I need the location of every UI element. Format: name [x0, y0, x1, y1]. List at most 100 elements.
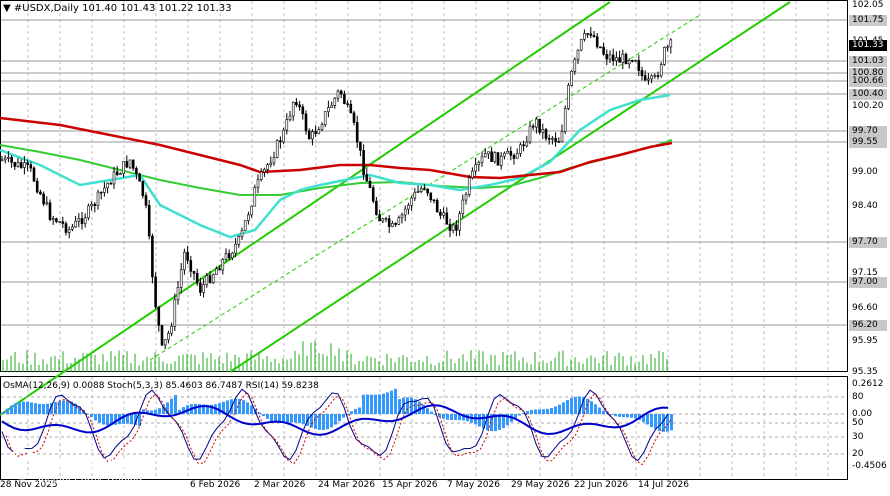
candle-body — [234, 243, 237, 254]
osma-bar — [446, 414, 449, 420]
candle-body — [563, 108, 567, 132]
candle-body — [403, 208, 407, 216]
osma-bar — [450, 414, 453, 421]
price-label: 99.70 — [849, 126, 887, 137]
candle-body — [311, 131, 314, 140]
price-label: 100.20 — [852, 101, 884, 111]
osma-bar — [350, 411, 353, 414]
channel-line-middle[interactable] — [149, 14, 701, 361]
ma-red-line — [0, 116, 673, 180]
osma-bar — [266, 414, 269, 419]
candle-body — [224, 253, 228, 260]
osma-bar — [202, 404, 205, 414]
candle-body — [55, 218, 58, 222]
osma-bar — [602, 410, 605, 414]
instaforex-logo: instaforex Instant Forex Trading — [4, 452, 142, 487]
candle-body — [301, 106, 305, 115]
candle-body — [573, 58, 577, 72]
osma-bar — [170, 398, 173, 414]
price-label: 99.00 — [852, 167, 878, 177]
osma-bar — [418, 401, 421, 414]
candle-body — [320, 124, 324, 131]
candle-body — [538, 118, 541, 133]
candle-body — [323, 111, 327, 125]
candle-body — [80, 218, 84, 224]
osma-bar — [462, 414, 465, 421]
osma-bar — [10, 405, 13, 414]
candle-body — [186, 251, 189, 261]
candle-body — [122, 161, 125, 174]
osma-bar — [218, 403, 221, 414]
candle-body — [640, 70, 644, 76]
rsi-line — [1, 404, 669, 436]
osma-bar — [410, 397, 413, 414]
osma-bar — [278, 414, 281, 423]
osma-bar — [110, 414, 113, 426]
osma-bar — [378, 394, 381, 414]
chart-triangle-icon: ▼ — [3, 3, 11, 14]
price-label: 97.15 — [852, 268, 878, 278]
osma-bar — [530, 410, 533, 414]
candle-body — [259, 171, 263, 180]
candle-body — [336, 90, 340, 99]
osma-bar — [2, 412, 5, 414]
osma-bar — [74, 403, 77, 414]
candle-body — [103, 187, 106, 193]
candle-body — [471, 170, 474, 179]
date-label: 22 Jun 2026 — [574, 480, 629, 490]
osma-bar — [514, 414, 517, 419]
candle-body — [183, 251, 186, 271]
candle-body — [135, 168, 138, 175]
osma-bar — [598, 407, 601, 414]
candle-body — [384, 218, 388, 220]
price-label: 100.80 — [849, 68, 887, 79]
candle-body — [419, 188, 423, 192]
osma-bar — [42, 404, 45, 414]
candle-body — [631, 60, 634, 62]
candle-body — [493, 152, 497, 162]
osma-bar — [18, 401, 21, 414]
candle-body — [90, 203, 93, 207]
osma-bar — [54, 402, 57, 414]
osma-bar — [314, 414, 317, 429]
candle-body — [29, 164, 33, 169]
osma-bar — [486, 414, 489, 431]
candle-body — [512, 155, 516, 159]
price-label: 97.00 — [849, 277, 887, 288]
candle-body — [365, 174, 369, 182]
candle-body — [647, 78, 650, 81]
osma-bar — [294, 414, 297, 423]
chart-ohlc: 101.40 101.43 101.22 101.33 — [82, 3, 232, 14]
indicator-level-label: 20 — [852, 449, 864, 459]
candle-body — [144, 195, 148, 206]
osma-bar — [162, 405, 165, 414]
osma-bar — [646, 414, 649, 425]
candle-body — [346, 103, 349, 105]
candle-body — [298, 104, 301, 108]
osma-bar — [438, 414, 441, 418]
date-label: 29 May 2026 — [511, 480, 570, 490]
osma-bar — [98, 414, 101, 423]
candle-body — [669, 39, 673, 48]
channel-line-upper[interactable] — [0, 1, 611, 416]
candle-body — [381, 218, 385, 222]
candle-body — [208, 275, 212, 283]
osma-bar — [634, 414, 637, 419]
candle-body — [410, 197, 413, 206]
indicator-level-label: 50 — [852, 418, 864, 428]
osma-bar — [566, 400, 569, 414]
osma-bar — [246, 402, 249, 414]
candle-body — [567, 85, 570, 109]
candle-body — [355, 122, 359, 143]
candle-body — [579, 39, 583, 51]
osma-bar — [210, 404, 213, 414]
candle-body — [525, 141, 529, 147]
osma-bar — [578, 396, 581, 414]
osma-bar — [154, 409, 157, 414]
price-label: 98.40 — [852, 201, 878, 211]
osma-bar — [298, 414, 301, 424]
candle-body — [3, 157, 7, 161]
osma-bar — [134, 414, 137, 426]
osma-bar — [90, 414, 93, 418]
